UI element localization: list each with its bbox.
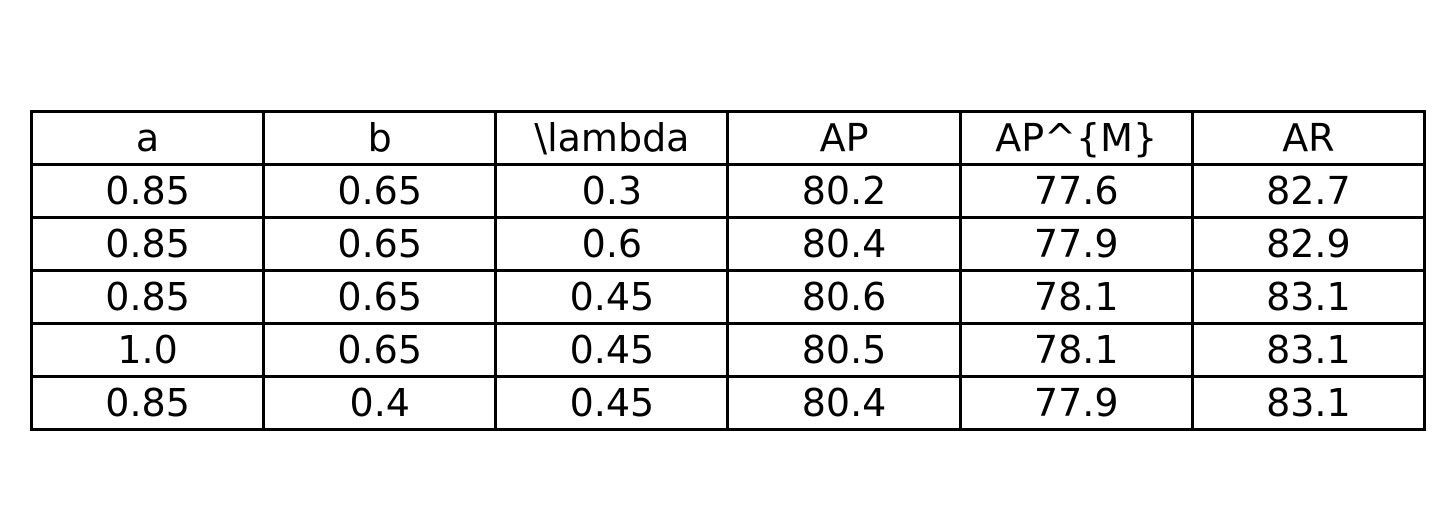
- header-row: a b \lambda AP AP^{M} AR: [29, 110, 1427, 166]
- results-table-container: a b \lambda AP AP^{M} AR 0.85 0.65 0.3 8…: [29, 110, 1427, 431]
- table-cell: 80.2: [726, 163, 962, 219]
- table-cell: 0.6: [494, 216, 730, 272]
- table-cell: 0.65: [262, 322, 498, 378]
- table-row: 0.85 0.4 0.45 80.4 77.9 83.1: [29, 375, 1427, 431]
- table-cell: 0.45: [494, 322, 730, 378]
- table-cell: 83.1: [1190, 322, 1427, 378]
- table-cell: 78.1: [958, 322, 1194, 378]
- table-row: 0.85 0.65 0.6 80.4 77.9 82.9: [29, 216, 1427, 272]
- table-cell: 0.3: [494, 163, 730, 219]
- table-cell: 0.85: [29, 216, 266, 272]
- table-cell: 0.85: [29, 375, 266, 431]
- table-cell: 1.0: [29, 322, 266, 378]
- table-row: 0.85 0.65 0.45 80.6 78.1 83.1: [29, 269, 1427, 325]
- header-cell-b: b: [262, 110, 498, 166]
- table-cell: 0.65: [262, 216, 498, 272]
- table-cell: 0.65: [262, 163, 498, 219]
- table-cell: 0.4: [262, 375, 498, 431]
- results-table: a b \lambda AP AP^{M} AR 0.85 0.65 0.3 8…: [29, 110, 1427, 431]
- table-cell: 83.1: [1190, 375, 1427, 431]
- table-cell: 0.45: [494, 269, 730, 325]
- table-cell: 83.1: [1190, 269, 1427, 325]
- table-cell: 77.6: [958, 163, 1194, 219]
- table-cell: 0.65: [262, 269, 498, 325]
- table-row: 0.85 0.65 0.3 80.2 77.6 82.7: [29, 163, 1427, 219]
- table-cell: 77.9: [958, 216, 1194, 272]
- header-cell-lambda: \lambda: [494, 110, 730, 166]
- table-cell: 80.4: [726, 375, 962, 431]
- header-cell-ap-m: AP^{M}: [958, 110, 1194, 166]
- table-cell: 77.9: [958, 375, 1194, 431]
- header-cell-ap: AP: [726, 110, 962, 166]
- header-cell-ar: AR: [1190, 110, 1427, 166]
- header-cell-a: a: [29, 110, 266, 166]
- table-cell: 82.7: [1190, 163, 1427, 219]
- table-cell: 80.5: [726, 322, 962, 378]
- table-cell: 80.6: [726, 269, 962, 325]
- table-cell: 80.4: [726, 216, 962, 272]
- table-cell: 0.45: [494, 375, 730, 431]
- table-cell: 78.1: [958, 269, 1194, 325]
- table-cell: 82.9: [1190, 216, 1427, 272]
- table-cell: 0.85: [29, 163, 266, 219]
- table-cell: 0.85: [29, 269, 266, 325]
- table-row: 1.0 0.65 0.45 80.5 78.1 83.1: [29, 322, 1427, 378]
